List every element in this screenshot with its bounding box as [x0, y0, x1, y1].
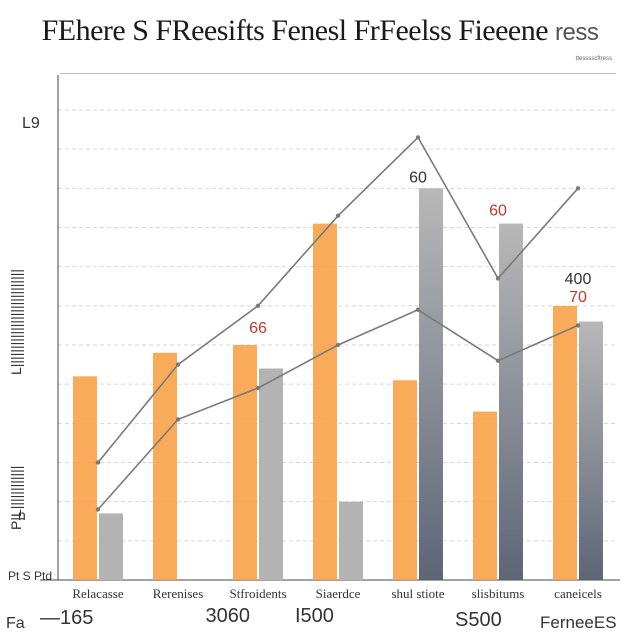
- footer-mid2: I500: [295, 605, 334, 627]
- trend-point: [495, 276, 501, 281]
- bar-series2: [99, 513, 123, 580]
- footer-mid1: 3060: [200, 605, 250, 627]
- footer-prefix: Fa: [6, 615, 25, 632]
- trend-point: [175, 362, 181, 367]
- chart-title: FEhere S FReesifts Fenesl FrFeelss Fieee…: [0, 14, 640, 48]
- bar-series2: [579, 321, 603, 580]
- x-tick-label: shul stiote: [391, 586, 444, 601]
- bar-series1: [553, 305, 577, 580]
- trend-point: [335, 213, 341, 218]
- x-tick-label: slisbitums: [472, 586, 525, 601]
- data-label: 60: [489, 203, 507, 220]
- x-tick-label: Stfroidents: [229, 586, 286, 601]
- x-tick-label: caneicels: [554, 586, 602, 601]
- trend-point: [415, 307, 421, 312]
- bar-series1: [473, 411, 497, 580]
- bar-series1: [233, 345, 257, 580]
- data-label: 70: [569, 289, 587, 306]
- x-tick-label: Relacasse: [72, 586, 123, 601]
- trend-point: [95, 507, 101, 512]
- trend-point: [95, 460, 101, 465]
- trend-point: [495, 358, 501, 363]
- line-layer: [95, 135, 581, 512]
- title-divider: [60, 73, 616, 74]
- bar-layer: [73, 188, 603, 581]
- bar-series1: [73, 376, 97, 580]
- corner-note: ttesssscftress: [576, 56, 612, 62]
- y-axis-top-label: L9: [22, 115, 40, 132]
- y-axis-mid-label: n: [18, 507, 26, 523]
- data-label: 66: [249, 320, 267, 337]
- x-tick-label: Rerenises: [153, 586, 204, 601]
- y-axis-label-lower: P|L||||||||||||: [8, 465, 24, 530]
- trend-point: [255, 385, 261, 391]
- label-layer: Relacasse Rerenises Stfroidents Siaerdce shu…: [72, 169, 601, 601]
- chart-title-main: FEhere S FReesifts Fenesl FrFeelss Fieee…: [41, 14, 549, 47]
- bar-series2: [419, 188, 443, 581]
- trend-point: [175, 417, 181, 422]
- x-tick-label: Siaerdce: [316, 586, 361, 601]
- bar-series1: [313, 223, 337, 581]
- bar-series2: [499, 223, 523, 581]
- bar-series2: [339, 501, 363, 580]
- data-label: 60: [409, 169, 427, 186]
- trend-point: [255, 303, 261, 309]
- trend-point: [575, 186, 581, 191]
- trend-point: [415, 135, 421, 140]
- footer-mid3: S500: [455, 609, 502, 631]
- trend-point: [335, 342, 341, 348]
- data-label: 400: [565, 271, 592, 288]
- bar-series1: [393, 380, 417, 580]
- y-axis-label-upper: L|||||||||||||||||||||||||||: [8, 269, 24, 375]
- footer-right: FerneeES: [540, 613, 617, 632]
- y-axis-small-label: Pt S Ptd: [8, 569, 52, 583]
- bar-series2: [259, 368, 283, 580]
- trend-point: [575, 323, 581, 328]
- footer-left: —165: [40, 607, 93, 629]
- chart-title-tail: ress: [555, 19, 599, 46]
- bar-series1: [153, 352, 177, 580]
